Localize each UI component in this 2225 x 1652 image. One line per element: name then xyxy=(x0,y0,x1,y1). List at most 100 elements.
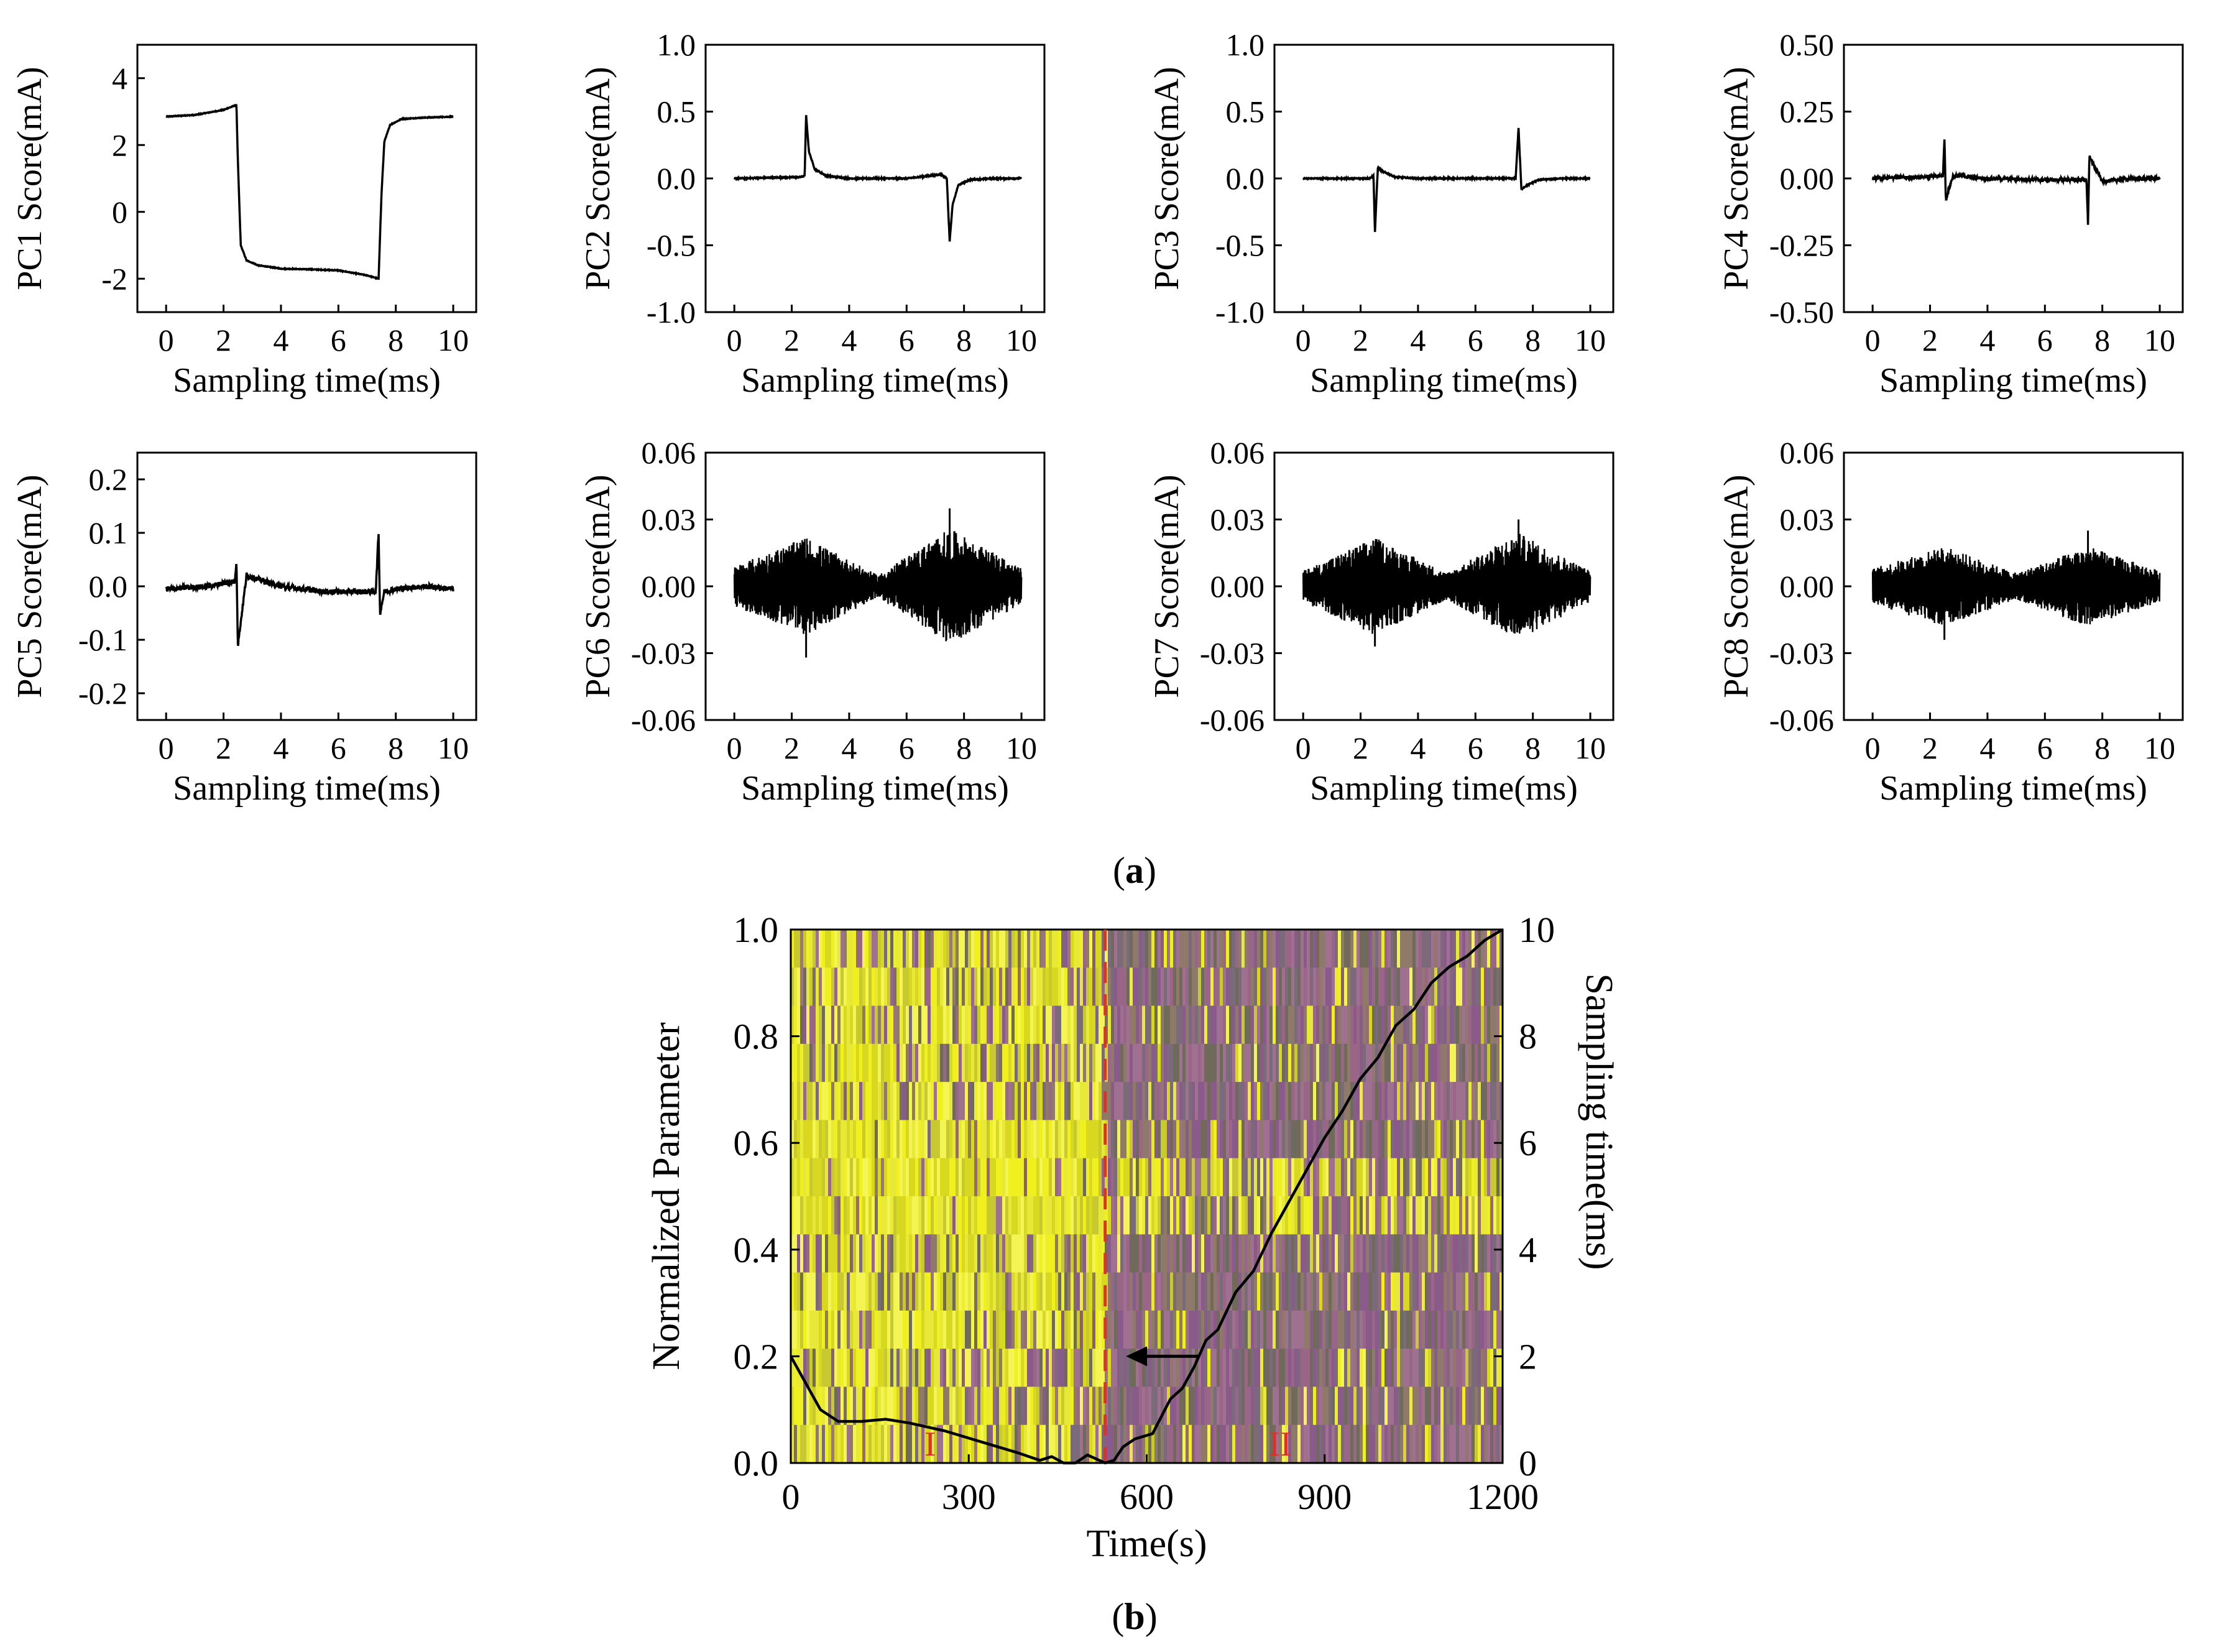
heatmap-cell xyxy=(1179,967,1183,1007)
heatmap-cell xyxy=(1456,967,1460,1007)
heatmap-cell xyxy=(896,930,900,968)
heatmap-cell xyxy=(1450,930,1453,968)
heatmap-cell xyxy=(865,1043,869,1082)
heatmap-cell xyxy=(1154,1349,1158,1388)
heatmap-cell xyxy=(915,1272,919,1311)
heatmap-cell xyxy=(1499,1310,1503,1349)
heatmap-cell xyxy=(1108,1310,1112,1349)
heatmap-cell xyxy=(1301,1120,1304,1159)
heatmap-cell xyxy=(1472,967,1475,1007)
heatmap-cell xyxy=(980,1043,984,1082)
heatmap-cell xyxy=(1214,967,1217,1007)
heatmap-cell xyxy=(828,1043,832,1082)
heatmap-cell xyxy=(1099,1234,1102,1273)
heatmap-cell xyxy=(1310,1005,1314,1045)
heatmap-cell xyxy=(1226,1310,1230,1349)
heatmap-cell xyxy=(1269,1120,1273,1159)
series-line xyxy=(733,115,1023,242)
heatmap-cell xyxy=(1266,1005,1270,1045)
heatmap-cell xyxy=(837,1158,841,1197)
heatmap-cell xyxy=(1394,1349,1398,1388)
heatmap-cell xyxy=(1332,1310,1335,1349)
heatmap-cell xyxy=(934,1043,937,1082)
heatmap-cell xyxy=(1061,1196,1065,1235)
heatmap-cell xyxy=(1011,1234,1015,1273)
heatmap-cell xyxy=(946,1310,950,1349)
heatmap-cell xyxy=(906,1424,910,1464)
heatmap-cell xyxy=(1363,1272,1366,1311)
heatmap-cell xyxy=(1198,1005,1202,1045)
heatmap-cell xyxy=(1095,1387,1099,1426)
heatmap-cell xyxy=(1434,930,1438,968)
x-tick-label: 2 xyxy=(784,731,799,765)
heatmap-cell xyxy=(1089,1158,1093,1197)
heatmap-cell xyxy=(1223,930,1227,968)
heatmap-cell xyxy=(1391,1005,1394,1045)
heatmap-cell xyxy=(1406,1120,1410,1159)
heatmap-cell xyxy=(1241,1234,1245,1273)
heatmap-cell xyxy=(806,1082,810,1121)
heatmap-cell xyxy=(1353,1043,1357,1082)
heatmap-cell xyxy=(1425,967,1429,1007)
heatmap-cell xyxy=(1033,1158,1037,1197)
heatmap-cell xyxy=(1285,930,1289,968)
heatmap-cell xyxy=(1195,1272,1199,1311)
heatmap-cell xyxy=(1114,1043,1118,1082)
heatmap-cell xyxy=(1173,1272,1177,1311)
heatmap-cell xyxy=(878,1349,882,1388)
heatmap-cell xyxy=(1310,1387,1314,1426)
heatmap-cell xyxy=(993,1272,997,1311)
heatmap-cell xyxy=(1375,1043,1379,1082)
y-tick-label: 1.0 xyxy=(734,910,779,950)
heatmap-cell xyxy=(1375,1424,1379,1464)
heatmap-cell xyxy=(1412,1349,1416,1388)
heatmap-cell xyxy=(1453,1005,1457,1045)
x-tick-label: 4 xyxy=(273,731,288,765)
heatmap-cell xyxy=(1462,1043,1466,1082)
heatmap-cell xyxy=(987,1005,990,1045)
heatmap-cell xyxy=(884,1043,888,1082)
heatmap-cell xyxy=(1102,1424,1105,1464)
heatmap-cell xyxy=(1058,1158,1062,1197)
heatmap-cell xyxy=(1297,1196,1301,1235)
heatmap-cell xyxy=(1273,1310,1276,1349)
heatmap-cell xyxy=(1360,1349,1363,1388)
heatmap-cell xyxy=(1238,1272,1242,1311)
heatmap-cell xyxy=(931,1349,934,1388)
heatmap-cell xyxy=(825,1310,829,1349)
heatmap-cell xyxy=(1245,1196,1248,1235)
heatmap-cell xyxy=(837,930,841,968)
heatmap-cell xyxy=(1074,1272,1077,1311)
heatmap-cell xyxy=(1366,1272,1370,1311)
heatmap-cell xyxy=(1279,1005,1283,1045)
heatmap-cell xyxy=(816,1120,819,1159)
heatmap-cell xyxy=(850,1387,854,1426)
heatmap-cell xyxy=(868,1234,872,1273)
heatmap-cell xyxy=(1263,1196,1267,1235)
heatmap-cell xyxy=(946,1272,950,1311)
heatmap-cell xyxy=(1465,1272,1469,1311)
heatmap-cell xyxy=(1055,1158,1059,1197)
heatmap-cell xyxy=(1388,967,1391,1007)
heatmap-cell xyxy=(875,1234,878,1273)
heatmap-cell xyxy=(1276,967,1279,1007)
heatmap-cell xyxy=(940,1310,944,1349)
heatmap-cell xyxy=(878,1196,882,1235)
heatmap-cell xyxy=(1120,1005,1124,1045)
heatmap-cell xyxy=(1151,967,1155,1007)
heatmap-cell xyxy=(949,1005,953,1045)
heatmap-cell xyxy=(1279,1234,1283,1273)
heatmap-cell xyxy=(1391,1234,1394,1273)
heatmap-cell xyxy=(1434,1196,1438,1235)
heatmap-cell xyxy=(896,1043,900,1082)
heatmap-cell xyxy=(1403,1120,1407,1159)
heatmap-cell xyxy=(1220,1158,1223,1197)
heatmap-cell xyxy=(1214,1158,1217,1197)
heatmap-cell xyxy=(1481,1043,1485,1082)
heatmap-cell xyxy=(1117,1043,1121,1082)
heatmap-cell xyxy=(959,1005,962,1045)
heatmap-cell xyxy=(980,1387,984,1426)
heatmap-cell xyxy=(1251,1082,1255,1121)
heatmap-cell xyxy=(1145,1272,1149,1311)
heatmap-cell xyxy=(1226,1196,1230,1235)
